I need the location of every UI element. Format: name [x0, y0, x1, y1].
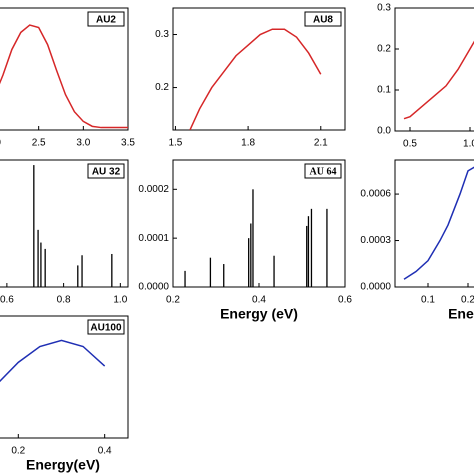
x-axis-label: Energy(eV) [26, 457, 100, 473]
x-tick-label: 0.1 [421, 295, 435, 306]
marks [403, 40, 474, 120]
y-tick-label: 0.0001 [138, 233, 169, 244]
marks [33, 165, 113, 287]
x-tick-label: 0.2 [166, 295, 180, 306]
y-tick-label: 0.0006 [360, 189, 391, 200]
x-tick-label: 0.4 [98, 446, 112, 457]
plot-frame [0, 315, 129, 439]
y-tick-label: 0.3 [377, 3, 391, 14]
x-tick-label: 3.5 [121, 138, 135, 149]
x-tick-label: 0.4 [252, 295, 266, 306]
plot-frame [0, 7, 129, 131]
curve [403, 40, 474, 120]
x-tick-label: 0.5 [403, 139, 417, 150]
y-tick-label: 0.0003 [360, 235, 391, 246]
y-tick-label: 0.0002 [138, 184, 169, 195]
plot-frame [172, 159, 346, 288]
annotation-box [87, 163, 125, 179]
curve [403, 166, 474, 280]
marks [189, 28, 322, 130]
marks [184, 189, 328, 287]
panel: 0.1 0.2 0.0000 0.0003 0.0006 Energy (eV) [360, 159, 474, 322]
curve [0, 24, 128, 129]
marks [0, 339, 106, 383]
y-tick-label: 0.1 [377, 85, 391, 96]
plot-frame [172, 7, 346, 131]
annotation-box [87, 11, 125, 27]
plot-frame [0, 159, 129, 288]
x-tick-label: 0.2 [461, 295, 474, 306]
x-tick-label: 2.5 [32, 138, 46, 149]
annotation: AU8 [313, 15, 333, 26]
x-tick-label: 0.6 [338, 295, 352, 306]
y-tick-label: 0.3 [155, 29, 169, 40]
x-tick-label: 0.2 [11, 446, 25, 457]
panel: 0.5 1.0 0.0 0.1 0.2 0.3 [377, 3, 474, 150]
annotation: AU 32 [92, 167, 121, 178]
y-tick-label: 0.0 [377, 126, 391, 137]
panel: 0.2 0.4 AU100 Energy(eV) [0, 315, 129, 473]
x-tick-label: 0.8 [57, 295, 71, 306]
x-axis-label: Energy (eV) [448, 306, 474, 322]
x-tick-label: 3.0 [76, 138, 90, 149]
y-tick-label: 0.0000 [360, 282, 391, 293]
x-tick-label: 1.0 [463, 139, 474, 150]
curve [189, 28, 322, 130]
marks [403, 166, 474, 280]
annotation: AU2 [96, 15, 116, 26]
panel: 0.6 0.8 1.0 AU 32 [0, 159, 129, 306]
x-tick-label: 2.0 [0, 138, 1, 149]
annotation: AU100 [90, 323, 122, 334]
annotation: AU 64 [310, 166, 337, 177]
annotation-box [304, 163, 342, 179]
curve [0, 339, 106, 383]
y-tick-label: 0.2 [155, 82, 169, 93]
annotation-box [304, 11, 342, 27]
x-tick-label: 1.0 [113, 295, 127, 306]
panel: 1.5 1.8 2.1 0.2 0.3 AU8 [155, 7, 346, 149]
marks [0, 24, 128, 129]
x-tick-label: 2.1 [314, 138, 328, 149]
x-tick-label: 1.5 [168, 138, 182, 149]
x-axis-label: Energy (eV) [220, 306, 298, 322]
panel: 2.0 2.5 3.0 3.5 AU2 [0, 7, 135, 149]
plot-frame [394, 7, 474, 132]
x-tick-label: 0.6 [0, 295, 14, 306]
annotation-box [87, 319, 125, 335]
y-tick-label: 0.2 [377, 44, 391, 55]
panel: 0.2 0.4 0.6 0.0000 0.0001 0.0002 AU 64 Energy (… [138, 159, 352, 322]
x-tick-label: 1.8 [241, 138, 255, 149]
y-tick-label: 0.0000 [138, 282, 169, 293]
plot-frame [394, 159, 474, 288]
